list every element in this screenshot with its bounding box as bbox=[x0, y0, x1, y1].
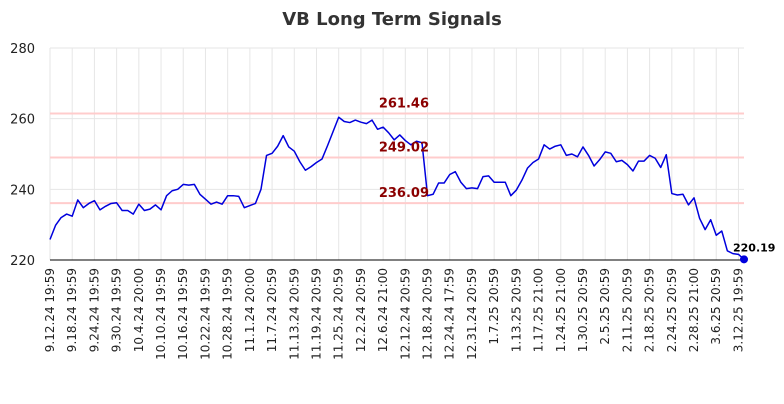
x-tick-label: 1.7.25 20:59 bbox=[487, 268, 501, 345]
x-tick-label: 1.30.25 20:59 bbox=[576, 268, 590, 352]
y-tick-label: 240 bbox=[10, 183, 35, 198]
x-tick-label: 10.28.24 19:59 bbox=[221, 268, 235, 360]
x-tick-label: 12.2.24 20:59 bbox=[354, 268, 368, 352]
x-tick-label: 11.1.24 20:00 bbox=[243, 268, 257, 352]
x-tick-label: 2.18.25 20:59 bbox=[643, 268, 657, 352]
x-tick-label: 9.12.24 19:59 bbox=[43, 268, 57, 352]
x-tick-label: 12.31.24 20:59 bbox=[465, 268, 479, 360]
signal-level-label: 261.46 bbox=[379, 97, 429, 112]
x-tick-label: 10.22.24 19:59 bbox=[198, 268, 212, 360]
x-tick-label: 12.18.24 20:59 bbox=[421, 268, 435, 360]
x-tick-label: 12.12.24 20:59 bbox=[398, 268, 412, 360]
signal-level-label: 236.09 bbox=[379, 186, 429, 201]
x-tick-label: 2.24.25 20:59 bbox=[665, 268, 679, 352]
x-tick-label: 3.6.25 20:59 bbox=[709, 268, 723, 345]
y-tick-label: 260 bbox=[10, 113, 35, 128]
x-tick-label: 11.7.24 20:59 bbox=[265, 268, 279, 352]
x-tick-label: 10.4.24 20:00 bbox=[132, 268, 146, 352]
axes: 220 240 260 280 9.12.24 19:59 9.18.24 19:59 9.… bbox=[10, 42, 745, 360]
x-tick-label: 10.16.24 19:59 bbox=[176, 268, 190, 360]
x-tick-label: 11.19.24 20:59 bbox=[309, 268, 323, 360]
x-tick-label: 1.13.25 20:59 bbox=[509, 268, 523, 352]
x-tick-label: 9.30.24 19:59 bbox=[110, 268, 124, 352]
signal-levels bbox=[50, 112, 744, 205]
last-price-label: 220.19 bbox=[733, 241, 775, 254]
price-line bbox=[49, 116, 745, 260]
signal-level-label: 249.02 bbox=[379, 140, 429, 155]
x-tick-label: 3.12.25 19:59 bbox=[731, 268, 745, 352]
level-labels: 261.46 249.02 236.09 220.19 bbox=[379, 97, 776, 255]
y-tick-label: 280 bbox=[10, 42, 35, 57]
x-tick-label: 2.28.25 21:00 bbox=[687, 268, 701, 352]
x-tick-label: 10.10.24 19:59 bbox=[154, 268, 168, 360]
x-tick-label: 9.24.24 19:59 bbox=[87, 268, 101, 352]
price-series bbox=[49, 116, 748, 264]
y-tick-label: 220 bbox=[10, 254, 35, 269]
x-tick-label: 11.25.24 20:59 bbox=[332, 268, 346, 360]
x-tick-label: 12.6.24 21:00 bbox=[376, 268, 390, 352]
x-tick-label: 9.18.24 19:59 bbox=[65, 268, 79, 352]
last-price-marker bbox=[740, 255, 748, 264]
x-tick-label: 11.13.24 20:59 bbox=[287, 268, 301, 360]
x-tick-label: 2.11.25 20:59 bbox=[620, 268, 634, 352]
x-tick-label: 1.17.25 21:00 bbox=[532, 268, 546, 352]
chart-title: VB Long Term Signals bbox=[282, 9, 502, 30]
x-tick-label: 1.24.25 21:00 bbox=[554, 268, 568, 352]
x-tick-label: 2.5.25 20:59 bbox=[598, 268, 612, 345]
x-tick-label: 12.24.24 17:59 bbox=[443, 268, 457, 360]
